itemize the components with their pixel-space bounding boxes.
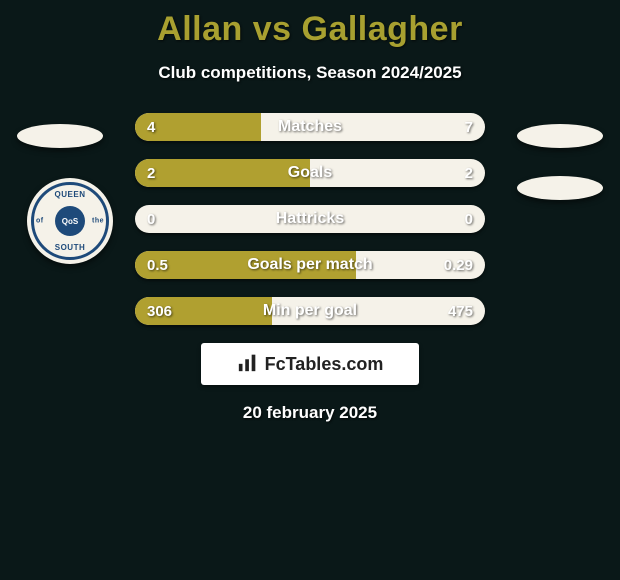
- branding-badge: FcTables.com: [201, 343, 419, 385]
- stat-label: Min per goal: [135, 297, 485, 325]
- page-subtitle: Club competitions, Season 2024/2025: [0, 63, 620, 83]
- page-title: Allan vs Gallagher: [0, 0, 620, 49]
- crest-text-right: the: [92, 218, 104, 225]
- stat-label: Matches: [135, 113, 485, 141]
- stats-comparison-chart: 47Matches 22Goals 00Hattricks 0.50.29Goals …: [135, 113, 485, 325]
- player-right-badge-placeholder: [517, 124, 603, 148]
- club-crest-left: QUEEN SOUTH of the QoS: [27, 178, 113, 264]
- branding-text: FcTables.com: [265, 354, 384, 375]
- stat-row: 306475Min per goal: [135, 297, 485, 325]
- stat-row: 0.50.29Goals per match: [135, 251, 485, 279]
- stat-row: 47Matches: [135, 113, 485, 141]
- crest-center: QoS: [55, 206, 85, 236]
- player-right-club-placeholder: [517, 176, 603, 200]
- stat-row: 22Goals: [135, 159, 485, 187]
- crest-text-bottom: SOUTH: [55, 243, 86, 252]
- stat-label: Hattricks: [135, 205, 485, 233]
- crest-text-top: QUEEN: [55, 190, 86, 199]
- club-crest-ring: QUEEN SOUTH of the QoS: [31, 182, 109, 260]
- snapshot-date: 20 february 2025: [0, 403, 620, 423]
- stat-row: 00Hattricks: [135, 205, 485, 233]
- player-left-badge-placeholder: [17, 124, 103, 148]
- crest-text-left: of: [36, 218, 44, 225]
- chart-bars-icon: [237, 351, 259, 378]
- stat-label: Goals: [135, 159, 485, 187]
- stat-label: Goals per match: [135, 251, 485, 279]
